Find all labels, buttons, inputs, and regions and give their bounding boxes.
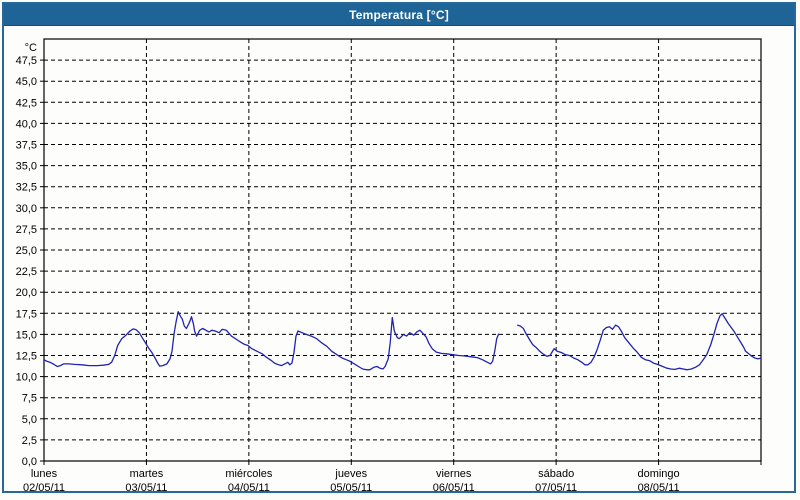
y-tick-label: 17,5 (16, 308, 37, 320)
y-axis-unit-label: °C (25, 42, 37, 54)
window-title: Temperatura [°C] (349, 7, 449, 22)
temperature-line (43, 310, 500, 371)
app-window: Temperatura [°C] (2, 2, 796, 493)
x-day-label: domingo (637, 468, 679, 480)
y-tick-label: 12,5 (16, 351, 37, 363)
x-date-label: 04/05/11 (228, 482, 270, 494)
plot-frame (43, 38, 762, 462)
x-day-label: jueves (334, 468, 367, 480)
x-date-label: 05/05/11 (330, 482, 372, 494)
y-tick-label: 27,5 (16, 224, 37, 236)
y-tick-label: 30,0 (16, 203, 37, 215)
y-tick-label: 15,0 (16, 329, 37, 341)
y-tick-label: 20,0 (16, 287, 37, 299)
chart-area (4, 26, 794, 491)
x-day-label: miércoles (225, 468, 273, 480)
x-date-label: 06/05/11 (433, 482, 475, 494)
x-day-label: martes (130, 468, 164, 480)
y-tick-label: 45,0 (16, 76, 37, 88)
y-tick-label: 5,0 (22, 414, 37, 426)
x-date-label: 07/05/11 (535, 482, 577, 494)
x-date-label: 03/05/11 (125, 482, 167, 494)
y-tick-label: 7,5 (22, 393, 37, 405)
y-tick-label: 0,0 (22, 456, 37, 468)
y-tick-label: 22,5 (16, 266, 37, 278)
y-tick-label: 40,0 (16, 118, 37, 130)
y-tick-label: 37,5 (16, 140, 37, 152)
y-tick-label: 25,0 (16, 245, 37, 257)
x-day-label: viernes (436, 468, 472, 480)
y-tick-label: 10,0 (16, 372, 37, 384)
y-tick-label: 2,5 (22, 435, 37, 447)
title-bar: Temperatura [°C] (4, 4, 794, 26)
y-tick-label: 47,5 (16, 55, 37, 67)
x-date-label: 02/05/11 (23, 482, 65, 494)
temperature-line (517, 313, 762, 371)
y-tick-label: 32,5 (16, 182, 37, 194)
y-tick-label: 42,5 (16, 97, 37, 109)
y-tick-label: 35,0 (16, 161, 37, 173)
x-day-label: lunes (31, 468, 58, 480)
x-day-label: sábado (538, 468, 574, 480)
x-date-label: 08/05/11 (638, 482, 680, 494)
